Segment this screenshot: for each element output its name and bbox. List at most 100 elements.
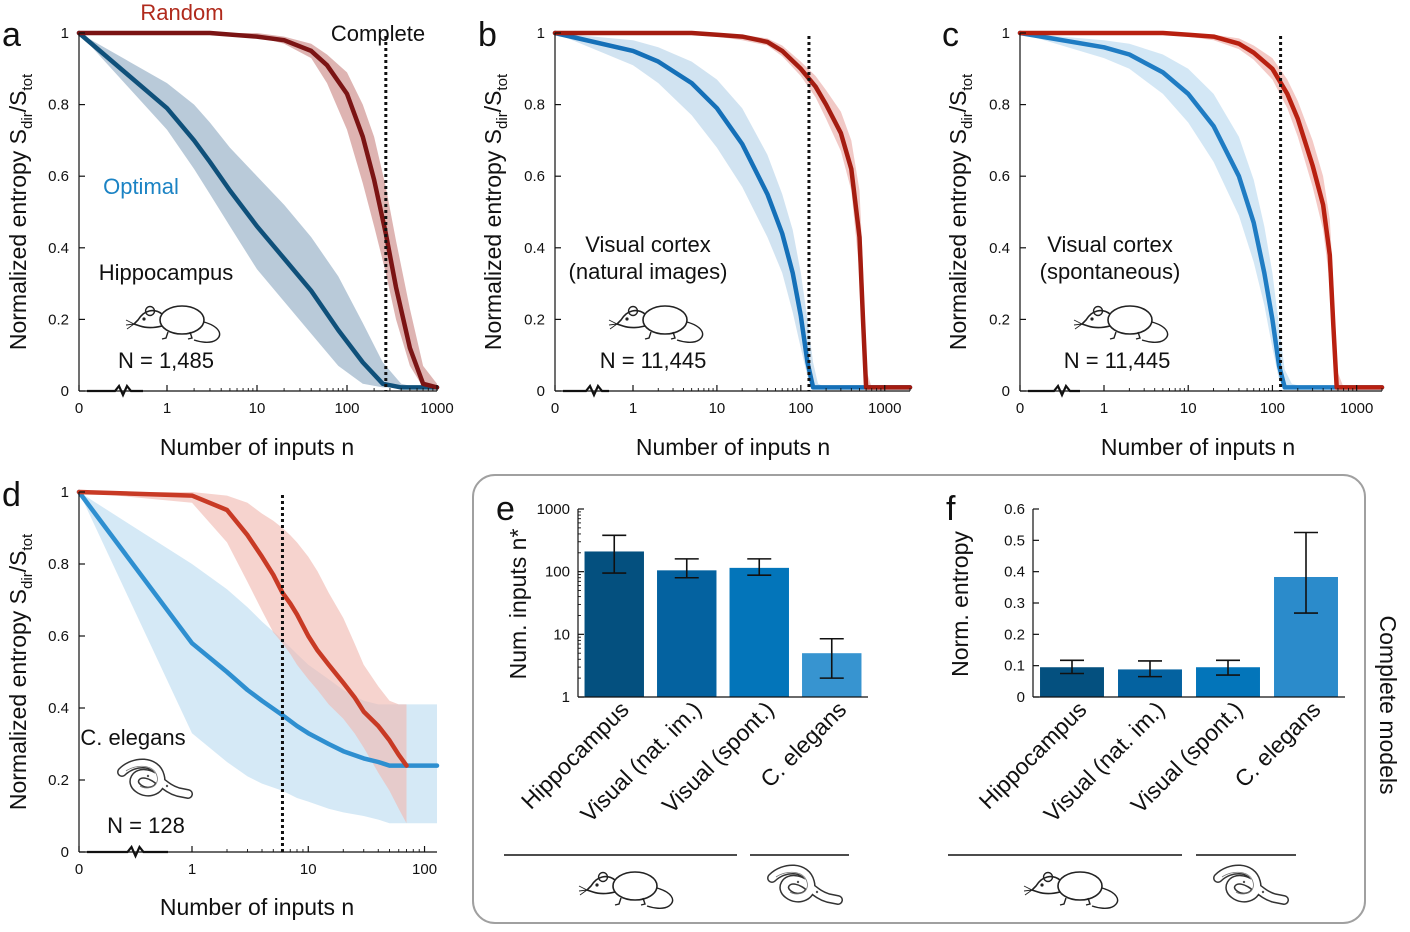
y-tick-label: 0.5 xyxy=(1004,532,1025,549)
y-tick-label: 0 xyxy=(537,383,545,400)
panel-f-ylabel: Norm. entropy xyxy=(947,531,973,677)
band-optimal xyxy=(555,33,910,388)
mouse-icon xyxy=(125,305,221,344)
worm-icon xyxy=(122,763,188,794)
y-tick-label: 0.6 xyxy=(48,628,69,645)
panel-b-annotation-line2: (natural images) xyxy=(569,259,728,284)
line-random xyxy=(76,30,440,390)
line-random xyxy=(76,489,409,768)
panel-d-n-label: N = 128 xyxy=(107,813,185,838)
panel-a: a 00.20.40.60.810 1 10 100 1000 Number of in… xyxy=(2,0,454,460)
x-tick-label: 0 xyxy=(75,400,83,417)
panel-b-xlabel: Number of inputs n xyxy=(636,434,830,460)
y-tick-label: 0.2 xyxy=(48,772,69,789)
box-border xyxy=(472,474,1366,924)
x-tick-label: 10 xyxy=(709,400,726,417)
panel-c: c 00.20.40.60.810 1 10 100 1000 Number of in… xyxy=(942,16,1385,460)
line-optimal xyxy=(76,489,440,768)
panel-d-annotation: C. elegans xyxy=(80,725,185,750)
panel-c-annotation-line2: (spontaneous) xyxy=(1040,259,1181,284)
x-tick-label: 1 xyxy=(1100,400,1108,417)
x-tick-label: 10 xyxy=(300,861,317,878)
y-tick-label: 0.4 xyxy=(48,700,69,717)
panel-c-plot: 00.20.40.60.810 1 10 100 1000 xyxy=(989,25,1385,417)
axis-break xyxy=(1028,383,1080,398)
x-tick-label: 0 xyxy=(1016,400,1024,417)
y-tick-label: 0.4 xyxy=(1004,564,1025,581)
x-tick-label: 0 xyxy=(75,861,83,878)
y-tick-label: 1 xyxy=(562,689,570,706)
panel-b-plot: 00.20.40.60.810 1 10 100 1000 xyxy=(524,25,913,417)
bar xyxy=(584,551,644,697)
panel-label-a: a xyxy=(2,16,21,54)
panel-label-b: b xyxy=(478,16,497,54)
y-tick-label: 0 xyxy=(61,844,69,861)
y-tick-label: 0.8 xyxy=(524,97,545,114)
panel-label-d: d xyxy=(2,476,21,514)
optimal-label: Optimal xyxy=(103,174,179,199)
y-tick-label: 1 xyxy=(61,25,69,42)
panel-e-ylabel: Num. inputs n* xyxy=(505,529,531,680)
mouse-icon xyxy=(1023,871,1119,910)
mouse-icon xyxy=(1073,305,1169,344)
panel-b: b 00.20.40.60.810 1 10 100 1000 Number of in… xyxy=(478,16,913,460)
x-tick-label: 10 xyxy=(249,400,266,417)
bar xyxy=(657,570,717,697)
y-tick-label: 0.8 xyxy=(48,97,69,114)
y-tick-label: 1 xyxy=(1002,25,1010,42)
y-tick-label: 1 xyxy=(537,25,545,42)
y-tick-label: 0.8 xyxy=(989,97,1010,114)
axis-break xyxy=(87,844,168,859)
panel-label-f: f xyxy=(946,490,956,528)
panel-d: d 00.20.40.60.810 1 10 100 Number of inputs… xyxy=(2,476,440,920)
y-tick-label: 0 xyxy=(1017,689,1025,706)
x-tick-label: 100 xyxy=(788,400,813,417)
panel-a-plot: 00.20.40.60.810 1 10 100 1000 xyxy=(48,25,454,417)
x-tick-label: 1000 xyxy=(420,400,453,417)
y-tick-label: 0.6 xyxy=(524,168,545,185)
x-tick-label: 1 xyxy=(629,400,637,417)
band-optimal xyxy=(1020,33,1382,388)
panel-b-ylabel: Normalized entropy Sdir/Stot xyxy=(480,73,511,350)
axis-break xyxy=(563,383,609,398)
panel-a-n-label: N = 1,485 xyxy=(118,348,214,373)
x-tick-label: 100 xyxy=(1260,400,1285,417)
y-tick-label: 0.2 xyxy=(989,311,1010,328)
y-tick-label: 0.2 xyxy=(524,311,545,328)
band-optimal xyxy=(79,492,437,824)
panel-d-plot: 00.20.40.60.810 1 10 100 xyxy=(48,484,440,878)
x-tick-label: 10 xyxy=(1180,400,1197,417)
x-tick-label: 100 xyxy=(412,861,437,878)
panel-c-xlabel: Number of inputs n xyxy=(1101,434,1295,460)
category-label: C. elegans xyxy=(1229,696,1325,792)
random-label: Random xyxy=(140,0,223,25)
panel-label-c: c xyxy=(942,16,959,54)
y-tick-label: 0.2 xyxy=(48,311,69,328)
panel-c-n-label: N = 11,445 xyxy=(1064,348,1171,373)
x-tick-label: 1 xyxy=(163,400,171,417)
y-tick-label: 1000 xyxy=(537,501,570,518)
panel-b-annotation-line1: Visual cortex xyxy=(585,232,711,257)
y-tick-label: 0.4 xyxy=(989,240,1010,257)
y-tick-label: 0.6 xyxy=(1004,501,1025,518)
panel-c-annotation-line1: Visual cortex xyxy=(1047,232,1173,257)
panel-label-e: e xyxy=(496,490,515,528)
panel-b-n-label: N = 11,445 xyxy=(600,348,707,373)
y-tick-label: 0.3 xyxy=(1004,595,1025,612)
x-tick-label: 0 xyxy=(551,400,559,417)
band-random xyxy=(79,492,407,824)
complete-label: Complete xyxy=(331,21,425,46)
y-tick-label: 0 xyxy=(61,383,69,400)
panel-d-xlabel: Number of inputs n xyxy=(160,894,354,920)
y-tick-label: 0 xyxy=(1002,383,1010,400)
bar xyxy=(729,567,789,697)
y-tick-label: 0.6 xyxy=(48,168,69,185)
panel-a-annotation: Hippocampus xyxy=(99,260,234,285)
band-optimal xyxy=(79,33,437,388)
panel-a-ylabel: Normalized entropy Sdir/Stot xyxy=(5,73,36,350)
line-optimal xyxy=(76,30,440,390)
mouse-icon xyxy=(608,305,704,344)
worm-icon xyxy=(772,869,838,900)
